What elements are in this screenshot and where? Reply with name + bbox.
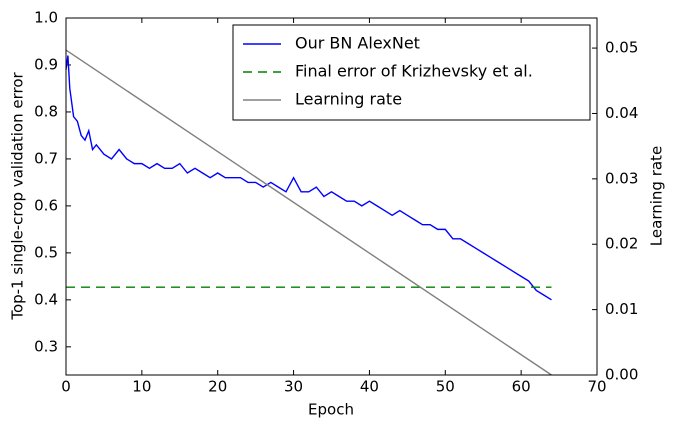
y2-tick-label: 0.02 [605,235,638,253]
x-tick-label: 10 [132,378,151,396]
x-tick-label: 20 [208,378,227,396]
legend-label: Our BN AlexNet [295,34,420,53]
series-line [65,55,552,301]
y2-tick-label: 0.05 [605,39,638,57]
plot-frame [65,17,598,376]
legend-box [232,24,591,121]
y-tick-label: 0.7 [34,149,58,167]
x-tick-label: 0 [61,378,71,396]
y-tick-label: 0.5 [34,243,58,261]
y2-tick-label: 0.01 [605,300,638,318]
x-tick-label: 70 [587,378,606,396]
series-line [65,49,552,376]
x-tick-label: 60 [512,378,531,396]
y-tick-label: 0.6 [34,196,58,214]
y2-axis-label: Learning rate [648,146,666,246]
y-tick-label: 0.9 [34,55,58,73]
y2-tick-label: 0.03 [605,169,638,187]
y-tick-label: 0.4 [34,290,58,308]
y2-tick-label: 0.00 [605,366,638,384]
x-tick-label: 50 [436,378,455,396]
x-tick-label: 40 [360,378,379,396]
x-axis-label: Epoch [308,401,354,419]
y-axis-label: Top-1 single-crop validation error [9,72,27,321]
y2-tick-label: 0.04 [605,104,638,122]
y-tick-label: 1.0 [34,9,58,27]
x-tick-label: 30 [284,378,303,396]
y-tick-label: 0.3 [34,337,58,355]
legend-label: Learning rate [295,90,402,109]
legend-label: Final error of Krizhevsky et al. [295,62,533,81]
y-tick-label: 0.8 [34,102,58,120]
